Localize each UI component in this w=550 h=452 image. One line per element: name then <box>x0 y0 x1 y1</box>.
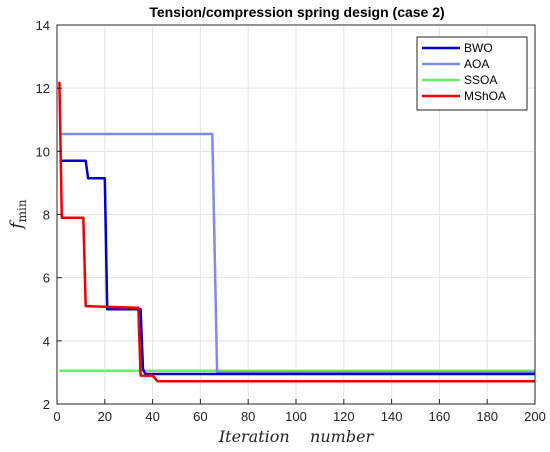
x-tick-label: 160 <box>429 409 451 424</box>
series-line-aoa <box>59 132 535 374</box>
legend-label-aoa: AOA <box>464 57 489 71</box>
x-tick-label: 200 <box>524 409 546 424</box>
x-tick-label: 40 <box>145 409 159 424</box>
x-tick-label: 0 <box>53 409 60 424</box>
y-axis-label: fmin <box>7 199 29 231</box>
y-axis-label-sub: min <box>15 199 29 222</box>
series-line-mshoa <box>58 81 535 383</box>
y-tick-label: 2 <box>43 397 50 412</box>
x-tick-label: 100 <box>285 409 307 424</box>
x-axis: 0 20 40 60 80 100 120 140 160 180 200 <box>53 399 546 424</box>
y-tick-label: 8 <box>43 208 50 223</box>
x-tick-label: 140 <box>381 409 403 424</box>
y-axis: 2 4 6 8 10 12 14 <box>36 18 62 412</box>
y-tick-label: 14 <box>36 18 50 33</box>
legend-label-ssoa: SSOA <box>464 73 497 87</box>
x-tick-label: 60 <box>193 409 207 424</box>
y-tick-label: 4 <box>43 334 50 349</box>
y-tick-label: 12 <box>36 81 50 96</box>
svg-text:fmin: fmin <box>7 199 29 231</box>
series-line-bwo <box>59 159 535 376</box>
y-tick-label: 6 <box>43 271 50 286</box>
x-tick-label: 120 <box>333 409 355 424</box>
chart-title: Tension/compression spring design (case … <box>149 4 444 20</box>
legend-label-mshoa: MShOA <box>464 89 506 103</box>
x-tick-label: 80 <box>241 409 255 424</box>
y-axis-label-main: f <box>7 220 27 231</box>
x-tick-label: 20 <box>98 409 112 424</box>
legend: BWO AOA SSOA MShOA <box>416 36 528 111</box>
series-layer <box>58 81 535 383</box>
x-axis-label: Iteration number <box>218 427 375 446</box>
y-tick-label: 10 <box>36 144 50 159</box>
legend-label-bwo: BWO <box>464 41 493 55</box>
x-tick-label: 180 <box>476 409 498 424</box>
